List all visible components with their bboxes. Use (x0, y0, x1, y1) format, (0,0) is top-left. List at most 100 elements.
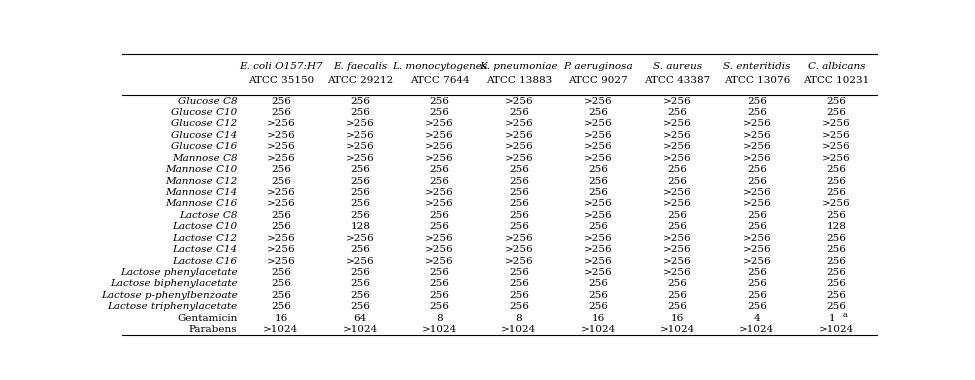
Text: 256: 256 (430, 211, 449, 220)
Text: >256: >256 (743, 154, 771, 163)
Text: >256: >256 (743, 131, 771, 140)
Text: ATCC 35150: ATCC 35150 (248, 76, 314, 86)
Text: >256: >256 (584, 200, 612, 208)
Text: 256: 256 (588, 188, 608, 197)
Text: 256: 256 (827, 268, 846, 277)
Text: K. pneumoniae: K. pneumoniae (480, 62, 559, 71)
Text: 256: 256 (668, 211, 687, 220)
Text: 256: 256 (430, 177, 449, 185)
Text: >256: >256 (346, 154, 374, 163)
Text: 256: 256 (350, 291, 370, 300)
Text: 256: 256 (668, 302, 687, 311)
Text: Glucose C14: Glucose C14 (172, 131, 238, 140)
Text: 256: 256 (509, 222, 528, 231)
Text: >256: >256 (743, 142, 771, 151)
Text: >256: >256 (663, 268, 692, 277)
Text: ATCC 10231: ATCC 10231 (803, 76, 870, 86)
Text: >256: >256 (425, 119, 454, 128)
Text: 256: 256 (271, 165, 291, 174)
Text: >256: >256 (584, 131, 612, 140)
Text: 4: 4 (754, 314, 761, 323)
Text: >256: >256 (266, 188, 295, 197)
Text: ATCC 13883: ATCC 13883 (486, 76, 552, 86)
Text: 256: 256 (747, 97, 767, 106)
Text: 256: 256 (350, 188, 370, 197)
Text: >1024: >1024 (501, 325, 536, 334)
Text: >1024: >1024 (660, 325, 695, 334)
Text: Lactose C10: Lactose C10 (173, 222, 238, 231)
Text: 8: 8 (516, 314, 523, 323)
Text: 64: 64 (354, 314, 367, 323)
Text: 256: 256 (430, 302, 449, 311)
Text: Mannose C16: Mannose C16 (165, 200, 238, 208)
Text: 256: 256 (430, 97, 449, 106)
Text: 256: 256 (668, 177, 687, 185)
Text: >256: >256 (346, 234, 374, 243)
Text: 256: 256 (271, 291, 291, 300)
Text: 256: 256 (271, 211, 291, 220)
Text: 256: 256 (430, 279, 449, 288)
Text: 256: 256 (350, 200, 370, 208)
Text: 256: 256 (430, 108, 449, 117)
Text: Parabens: Parabens (189, 325, 238, 334)
Text: 256: 256 (588, 291, 608, 300)
Text: >256: >256 (505, 234, 533, 243)
Text: >256: >256 (743, 245, 771, 254)
Text: ATCC 13076: ATCC 13076 (723, 76, 790, 86)
Text: Lactose p-phenylbenzoate: Lactose p-phenylbenzoate (100, 291, 238, 300)
Text: 256: 256 (509, 279, 528, 288)
Text: >256: >256 (663, 154, 692, 163)
Text: >256: >256 (743, 200, 771, 208)
Text: 256: 256 (747, 165, 767, 174)
Text: E. faecalis: E. faecalis (333, 62, 387, 71)
Text: >256: >256 (266, 131, 295, 140)
Text: >256: >256 (266, 154, 295, 163)
Text: >256: >256 (425, 200, 454, 208)
Text: >256: >256 (425, 154, 454, 163)
Text: >256: >256 (822, 119, 850, 128)
Text: 256: 256 (350, 302, 370, 311)
Text: 256: 256 (271, 97, 291, 106)
Text: L. monocytogenes: L. monocytogenes (392, 62, 488, 71)
Text: 256: 256 (430, 268, 449, 277)
Text: 256: 256 (827, 188, 846, 197)
Text: 256: 256 (827, 97, 846, 106)
Text: >256: >256 (663, 131, 692, 140)
Text: 256: 256 (747, 291, 767, 300)
Text: 16: 16 (592, 314, 604, 323)
Text: 256: 256 (509, 268, 528, 277)
Text: >256: >256 (505, 154, 533, 163)
Text: 256: 256 (588, 177, 608, 185)
Text: 256: 256 (350, 245, 370, 254)
Text: Lactose C14: Lactose C14 (173, 245, 238, 254)
Text: Lactose C12: Lactose C12 (173, 234, 238, 243)
Text: >256: >256 (584, 245, 612, 254)
Text: 256: 256 (827, 245, 846, 254)
Text: >256: >256 (505, 256, 533, 266)
Text: >256: >256 (743, 188, 771, 197)
Text: >256: >256 (425, 188, 454, 197)
Text: 256: 256 (509, 291, 528, 300)
Text: >256: >256 (346, 119, 374, 128)
Text: 256: 256 (827, 234, 846, 243)
Text: >256: >256 (505, 97, 533, 106)
Text: 256: 256 (430, 291, 449, 300)
Text: 256: 256 (588, 165, 608, 174)
Text: >256: >256 (584, 142, 612, 151)
Text: 256: 256 (668, 291, 687, 300)
Text: 256: 256 (747, 177, 767, 185)
Text: >256: >256 (663, 142, 692, 151)
Text: >256: >256 (584, 256, 612, 266)
Text: >256: >256 (663, 245, 692, 254)
Text: 256: 256 (747, 268, 767, 277)
Text: >256: >256 (425, 256, 454, 266)
Text: 256: 256 (588, 108, 608, 117)
Text: >256: >256 (663, 97, 692, 106)
Text: >256: >256 (584, 97, 612, 106)
Text: >256: >256 (743, 234, 771, 243)
Text: 256: 256 (271, 222, 291, 231)
Text: >1024: >1024 (342, 325, 378, 334)
Text: ATCC 29212: ATCC 29212 (328, 76, 393, 86)
Text: >1024: >1024 (422, 325, 457, 334)
Text: Mannose C10: Mannose C10 (165, 165, 238, 174)
